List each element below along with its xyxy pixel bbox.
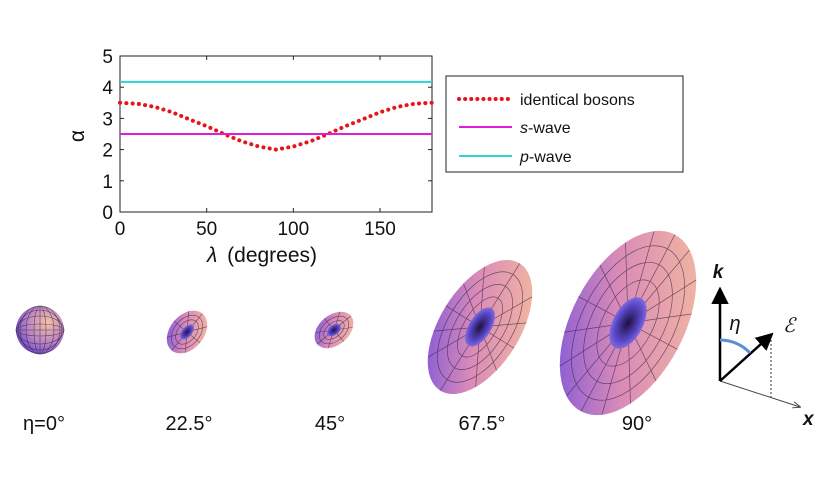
x-axis-text: (degrees) — [227, 244, 317, 267]
field-label: ℰ — [783, 315, 797, 337]
y-tick-label: 4 — [102, 78, 113, 99]
legend: identical bosons s-wave p-wave — [445, 75, 684, 173]
shape-torus-90 — [559, 230, 697, 416]
caption-90: 90° — [622, 413, 652, 435]
shape-torus-45 — [314, 311, 354, 349]
x-axis-arrow — [719, 380, 800, 407]
caption-67-5: 67.5° — [459, 413, 506, 435]
y-axis-label: α — [66, 130, 89, 142]
legend-label-identical-bosons: identical bosons — [520, 92, 635, 109]
caption-eta-0: η=0° — [23, 413, 65, 435]
x-tick-label: 150 — [364, 219, 396, 240]
shape-torus-67 — [427, 259, 533, 395]
legend-label-p-wave: p-wave — [519, 149, 572, 166]
k-label: k — [713, 262, 725, 283]
eta-label: η — [729, 313, 740, 335]
legend-label-s-wave: s-wave — [520, 120, 571, 137]
x-ticks: 0 50 100 150 — [115, 56, 396, 240]
x-tick-label: 100 — [277, 219, 309, 240]
y-tick-label: 5 — [102, 47, 113, 68]
shape-sphere — [15, 305, 65, 355]
shape-torus-small — [166, 310, 208, 354]
x-axis-symbol: λ — [206, 244, 217, 267]
line-chart: 0 1 2 3 4 5 0 50 100 150 α λ (degrees) identical… — [66, 47, 684, 267]
y-tick-label: 3 — [102, 109, 113, 130]
series-layer — [118, 80, 434, 152]
eta-arc — [719, 338, 752, 355]
caption-22-5: 22.5° — [166, 413, 213, 435]
y-tick-label: 0 — [102, 203, 113, 224]
y-tick-label: 1 — [102, 172, 113, 193]
x-axis-label: λ (degrees) — [206, 244, 317, 267]
series-identical-bosons — [118, 100, 434, 152]
x-label: x — [802, 409, 815, 430]
vector-diagram: k η ℰ x — [711, 262, 815, 430]
y-tick-label: 2 — [102, 141, 113, 162]
x-tick-label: 50 — [196, 219, 217, 240]
x-tick-label: 0 — [115, 219, 126, 240]
y-ticks: 0 1 2 3 4 5 — [102, 47, 432, 224]
caption-45: 45° — [315, 413, 345, 435]
field-arrow — [719, 332, 774, 382]
